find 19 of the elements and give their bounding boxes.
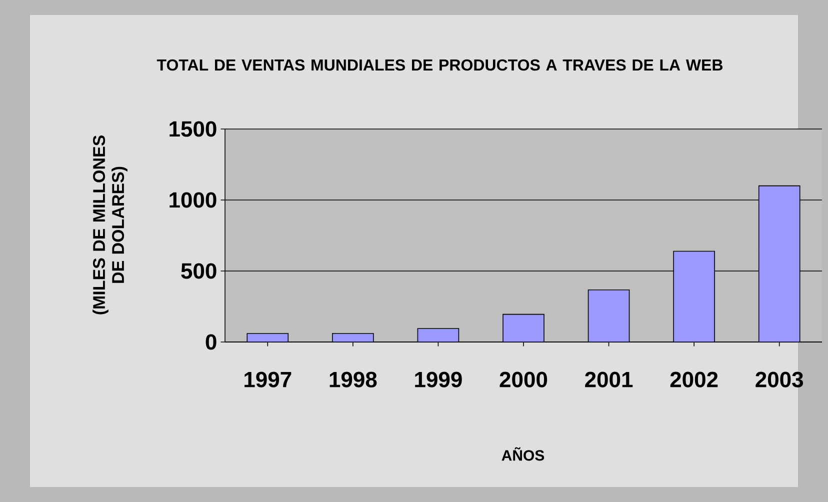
bar	[502, 314, 544, 342]
x-tick-label: 2002	[670, 372, 718, 388]
y-axis-title: (MILES DE MILLONES DE DOLARES)	[92, 135, 128, 314]
y-tick-label: 1500	[170, 121, 216, 137]
x-tick-label: 1998	[330, 372, 377, 388]
x-tick-label: 2000	[500, 372, 548, 388]
x-tick-label: 2003	[756, 372, 804, 388]
x-tick-label: 1997	[244, 372, 292, 388]
x-axis-title: AÑOS	[502, 447, 544, 461]
bar	[418, 328, 459, 342]
x-tick-label: 1999	[415, 372, 462, 388]
x-tick-label: 2001	[585, 372, 633, 388]
bar	[673, 250, 715, 342]
bar	[588, 289, 630, 342]
y-tick-label: 0	[206, 334, 216, 350]
y-tick-label: 500	[181, 263, 216, 279]
y-tick-label: 1000	[170, 192, 216, 208]
bar	[758, 185, 800, 342]
chart-title: TOTAL DE VENTAS MUNDIALES DE PRODUCTOS A TRAVES DE LA WEB	[156, 59, 723, 71]
